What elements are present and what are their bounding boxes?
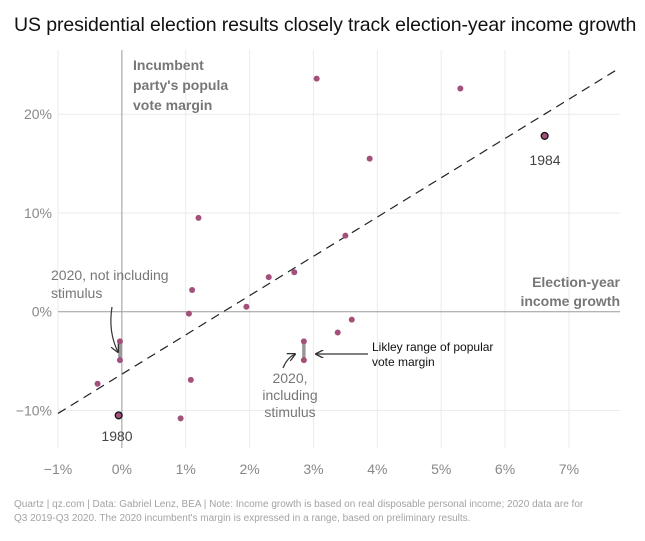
- annotation-2020-stimulus-line3: stimulus: [264, 404, 315, 420]
- data-point: [185, 310, 192, 317]
- arrow-2020-no-stimulus: [110, 306, 118, 352]
- x-tick-label: 2%: [239, 461, 259, 477]
- footer-note: Quartz | qz.com | Data: Gabriel Lenz, BE…: [14, 498, 630, 526]
- x-tick-label: 5%: [431, 461, 451, 477]
- chart-title: US presidential election results closely…: [14, 14, 637, 36]
- y-tick-label: 10%: [24, 205, 52, 221]
- range-point-2020-low: [116, 357, 123, 364]
- x-tick-label: 4%: [367, 461, 387, 477]
- data-point: [187, 376, 194, 383]
- data-point: [457, 85, 464, 92]
- y-tick-label: 0%: [32, 304, 52, 320]
- data-point-1980: [114, 411, 123, 420]
- footer-line-1: Quartz | qz.com | Data: Gabriel Lenz, BE…: [14, 499, 584, 510]
- data-point: [243, 303, 250, 310]
- x-tick-label: 1%: [176, 461, 196, 477]
- range-layer: [116, 338, 307, 364]
- annotation-range-line1: Likley range of popular: [372, 340, 493, 354]
- range-point-2020-low: [300, 357, 307, 364]
- range-point-2020-high: [300, 338, 307, 345]
- annotation-range-line2: vote margin: [372, 355, 435, 369]
- annotation-2020-no-stimulus-line2: stimulus: [51, 285, 102, 301]
- data-point: [334, 329, 341, 336]
- y-tick-label: −10%: [16, 402, 52, 418]
- y-axis-label-line1: Incumbent: [133, 57, 204, 73]
- x-tick-label: 7%: [559, 461, 579, 477]
- data-point: [366, 155, 373, 162]
- arrow-2020-stimulus: [282, 354, 295, 369]
- data-point: [342, 232, 349, 239]
- data-point: [94, 380, 101, 387]
- y-tick-label: 20%: [24, 106, 52, 122]
- y-tick-labels: −10% 0% 10% 20%: [16, 106, 52, 418]
- data-point: [177, 415, 184, 422]
- zero-axes: [58, 50, 620, 448]
- annotations-layer: Incumbent party's popula vote margin Ele…: [51, 57, 621, 444]
- footer-line-2: Q3 2019-Q3 2020. The 2020 incumbent's ma…: [14, 513, 471, 524]
- x-axis-label-line1: Election-year: [532, 274, 620, 290]
- points-layer: [94, 75, 549, 422]
- x-tick-label: 0%: [112, 461, 132, 477]
- label-1984: 1984: [529, 152, 560, 168]
- trendline: [57, 67, 621, 414]
- grid-lines: [57, 50, 620, 448]
- x-tick-label: 6%: [495, 461, 515, 477]
- data-point: [313, 75, 320, 82]
- label-1980: 1980: [101, 428, 132, 444]
- annotation-2020-stimulus-line1: 2020,: [272, 370, 307, 386]
- y-axis-label-line3: vote margin: [133, 97, 212, 113]
- chart: −1% 0% 1% 2% 3% 4% 5% 6% 7% −10% 0% 10% 20% Incumbe…: [16, 50, 621, 477]
- annotation-2020-no-stimulus-line1: 2020, not including: [51, 267, 169, 283]
- annotation-2020-stimulus-line2: including: [262, 387, 317, 403]
- data-point: [291, 269, 298, 276]
- range-point-2020-high: [116, 338, 123, 345]
- data-point: [265, 274, 272, 281]
- x-tick-label: 3%: [303, 461, 323, 477]
- x-axis-label-line2: income growth: [520, 293, 620, 309]
- x-tick-label: −1%: [44, 461, 72, 477]
- y-axis-label-line2: party's popula: [133, 77, 228, 93]
- x-tick-labels: −1% 0% 1% 2% 3% 4% 5% 6% 7%: [44, 461, 579, 477]
- data-point: [195, 214, 202, 221]
- data-point: [189, 286, 196, 293]
- trendline-layer: [57, 67, 621, 414]
- data-point-1984: [540, 131, 549, 140]
- data-point: [348, 316, 355, 323]
